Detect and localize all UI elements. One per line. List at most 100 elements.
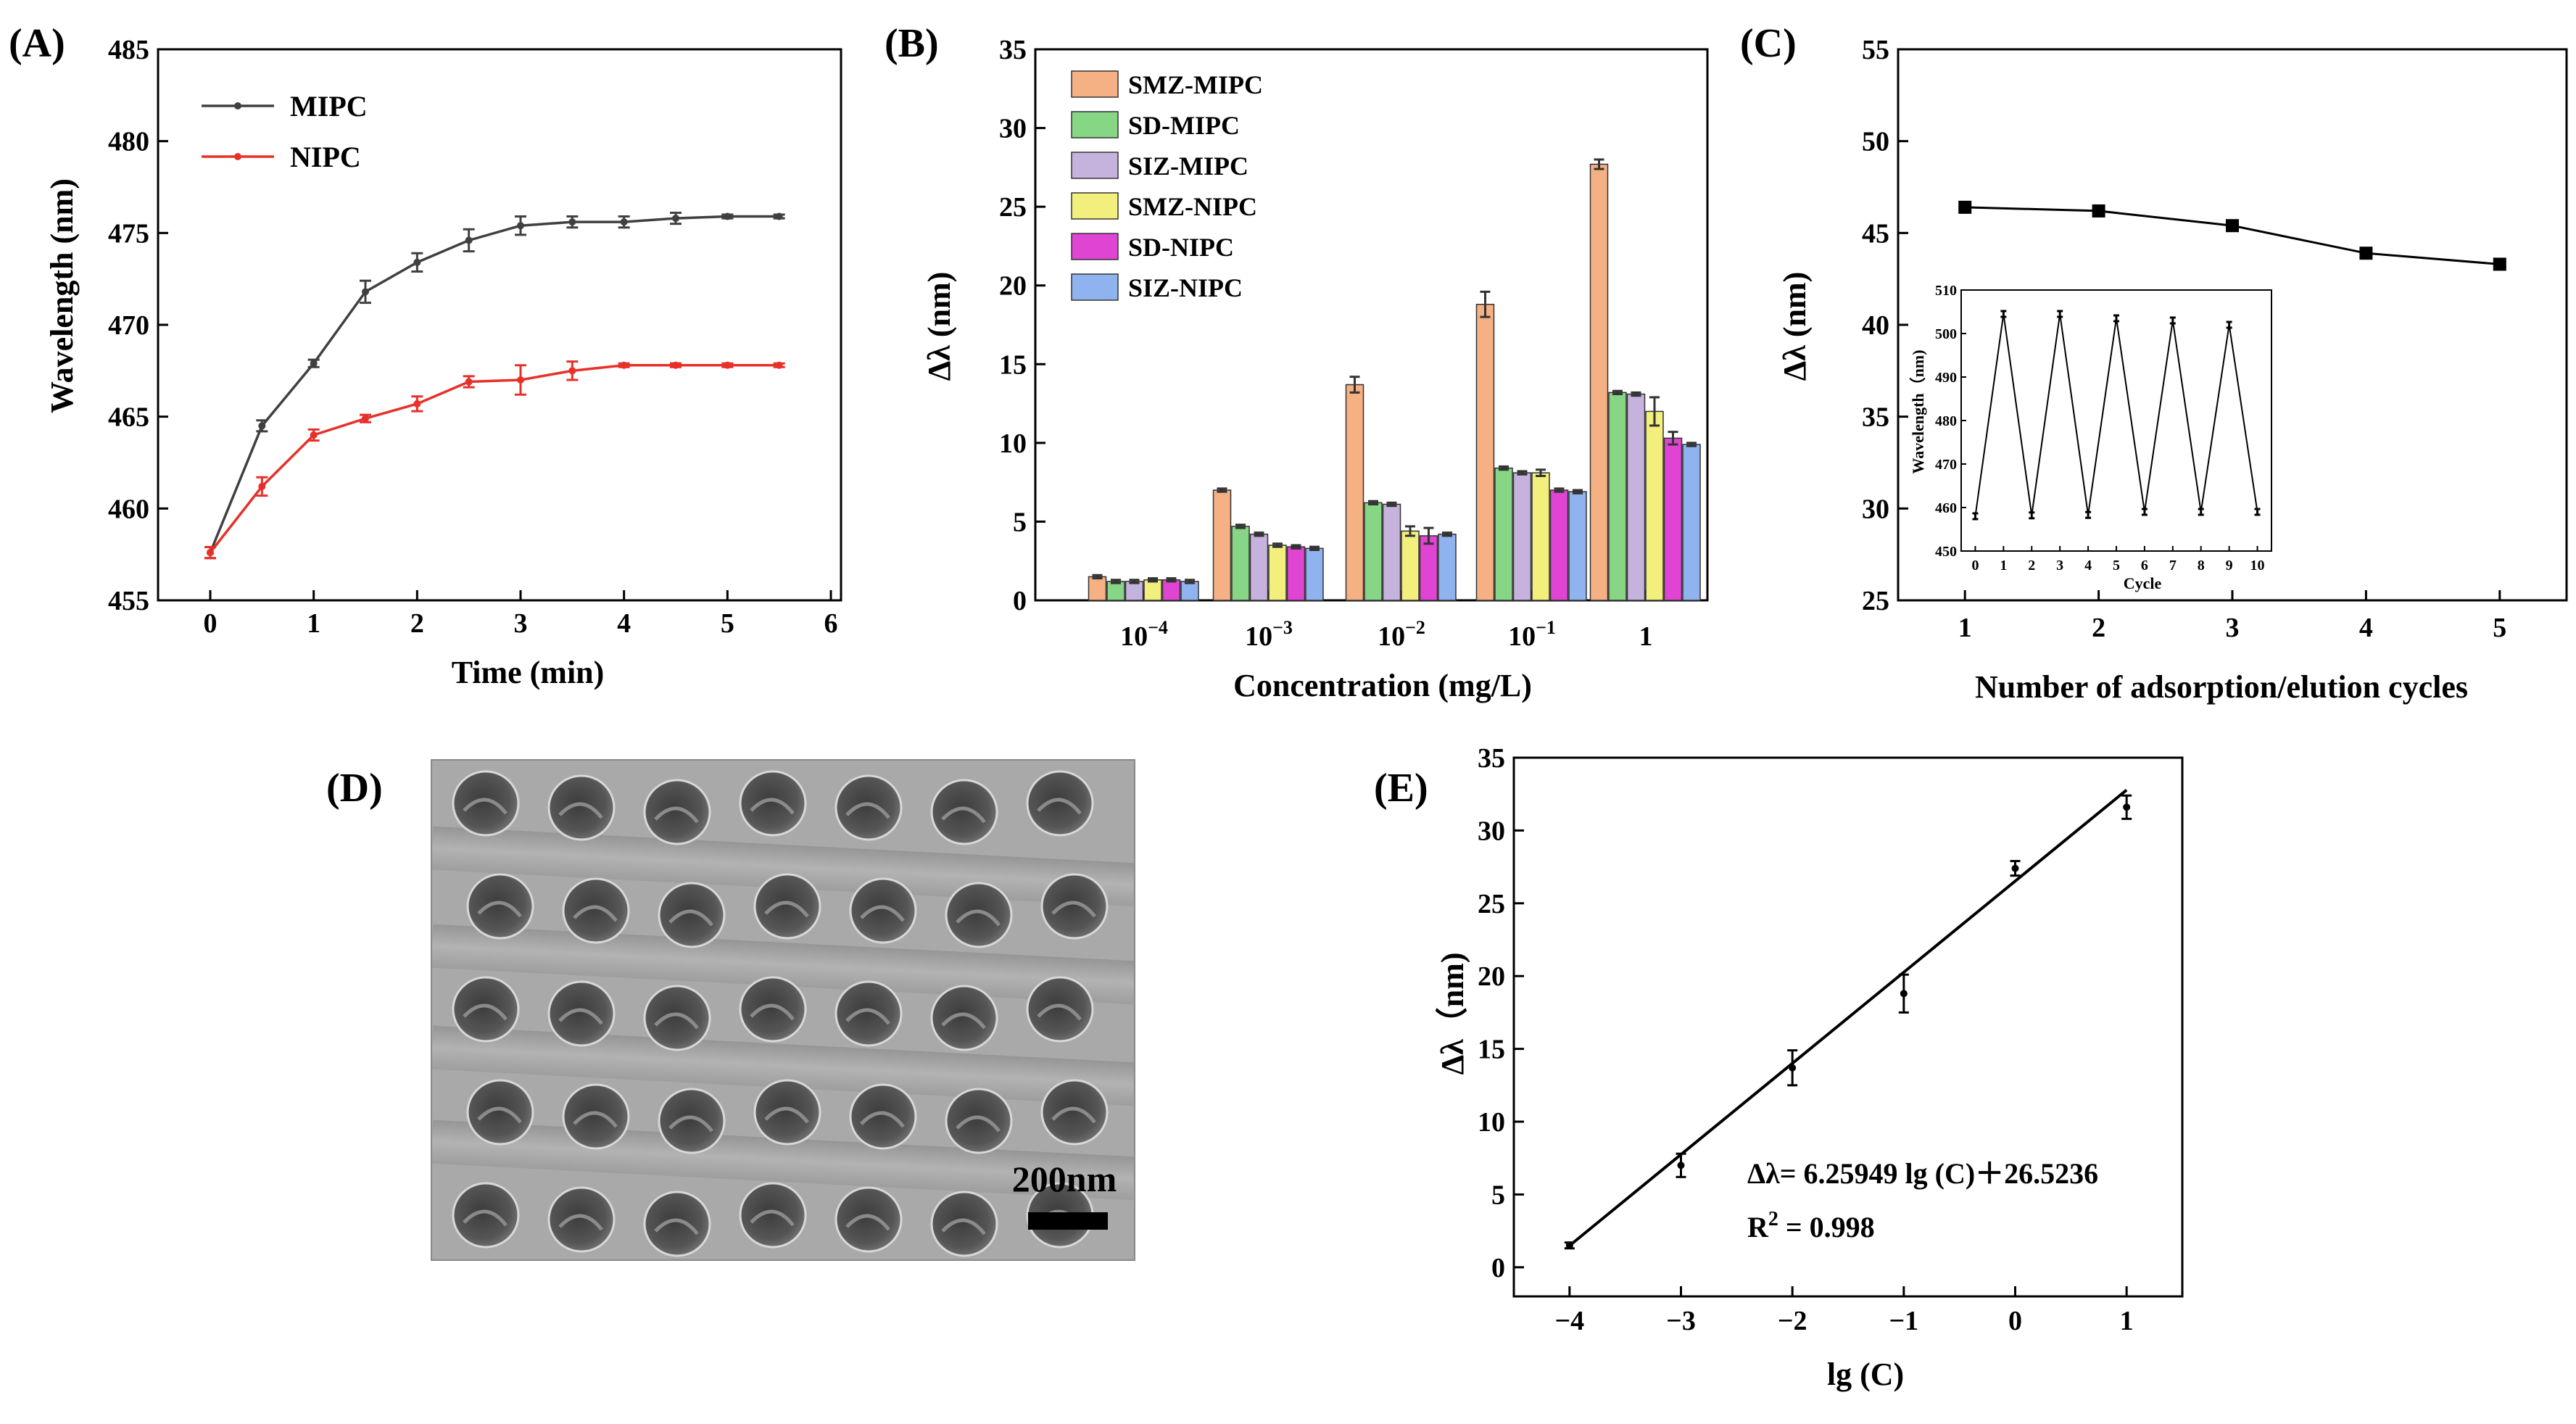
inset-x-tick-label: 10 bbox=[2250, 558, 2265, 574]
y-tick-label: 55 bbox=[1862, 35, 1889, 65]
sem-pore-wall bbox=[573, 905, 618, 922]
sem-pore bbox=[834, 1186, 903, 1253]
sem-pore bbox=[930, 1191, 998, 1257]
panel-e: (E) lg (C) Δλ（nm) Δλ= 6.25949 lg (C)＋26.… bbox=[1374, 743, 2184, 1392]
inset-x-tick-label: 5 bbox=[2113, 558, 2120, 574]
sem-pore bbox=[1026, 976, 1094, 1043]
legend-label: NIPC bbox=[290, 141, 361, 173]
data-point bbox=[2092, 204, 2105, 218]
x-tick-label: 4 bbox=[617, 608, 631, 639]
bar-sd-mipc bbox=[1106, 581, 1125, 601]
panel-d: (D) 200nm bbox=[326, 759, 1135, 1261]
sem-pore-wall bbox=[845, 802, 890, 819]
bar-siz-nipc bbox=[1568, 491, 1587, 601]
y-tick-label: 465 bbox=[108, 402, 149, 433]
y-tick-label: 455 bbox=[108, 586, 149, 616]
sem-pore-wall bbox=[956, 1115, 1001, 1133]
inset-x-tick-label: 0 bbox=[1971, 558, 1979, 574]
inset-x-tick-label: 2 bbox=[2028, 558, 2035, 574]
y-tick-label: 20 bbox=[1478, 961, 1505, 992]
panel-c-inset-ylabel: Wavelength（nm) bbox=[1909, 349, 1927, 473]
legend-swatch bbox=[1071, 111, 1119, 138]
scale-bar-label: 200nm bbox=[1012, 1159, 1117, 1199]
sem-pore bbox=[562, 877, 630, 944]
data-point bbox=[1900, 990, 1908, 998]
data-point bbox=[724, 212, 732, 220]
bar-siz-nipc bbox=[1305, 547, 1324, 601]
y-tick-label: 0 bbox=[1491, 1253, 1505, 1283]
sem-pore-wall bbox=[750, 1209, 795, 1227]
legend-label: SD-MIPC bbox=[1128, 111, 1240, 140]
inset-x-tick-label: 6 bbox=[2141, 558, 2148, 574]
bar-sd-mipc bbox=[1231, 526, 1250, 601]
x-tick-label: 10−2 bbox=[1378, 617, 1425, 652]
legend-marker bbox=[234, 153, 241, 160]
data-point bbox=[1677, 1162, 1685, 1170]
sem-pore-wall bbox=[558, 802, 603, 819]
bar-smz-nipc bbox=[1401, 530, 1420, 601]
bar-smz-mipc bbox=[1475, 304, 1495, 601]
x-tick-label: 2 bbox=[410, 608, 424, 639]
x-tick-label: 0 bbox=[2008, 1306, 2022, 1336]
fit-equation: Δλ= 6.25949 lg (C)＋26.5236 bbox=[1747, 1157, 2098, 1190]
sem-pore-wall bbox=[654, 1218, 699, 1235]
data-point bbox=[775, 361, 783, 369]
sem-pore bbox=[834, 774, 903, 841]
data-point bbox=[2011, 864, 2019, 872]
inset-x-tick-label: 8 bbox=[2198, 558, 2205, 574]
legend-label: SIZ-NIPC bbox=[1128, 273, 1243, 302]
x-tick-label: 4 bbox=[2359, 613, 2373, 643]
sem-pore-wall bbox=[477, 901, 522, 918]
x-tick-label: 3 bbox=[514, 608, 528, 639]
data-point bbox=[465, 378, 473, 386]
sem-pore-wall bbox=[654, 1012, 699, 1030]
sem-pore bbox=[739, 976, 807, 1043]
sem-pore-wall bbox=[750, 798, 795, 815]
inset-y-tick-label: 470 bbox=[1935, 457, 1957, 473]
data-point bbox=[207, 549, 214, 557]
legend-label: SMZ-MIPC bbox=[1128, 70, 1263, 99]
sem-pore bbox=[466, 1079, 534, 1146]
y-tick-label: 20 bbox=[999, 271, 1027, 302]
sem-pore bbox=[739, 1182, 807, 1249]
x-tick-label: 10−4 bbox=[1120, 617, 1168, 652]
data-point bbox=[2226, 219, 2239, 233]
sem-pore bbox=[452, 976, 520, 1043]
y-tick-label: 15 bbox=[1478, 1035, 1505, 1065]
sem-pore-wall bbox=[1037, 1003, 1082, 1021]
sem-pore bbox=[849, 1083, 917, 1150]
bar-siz-nipc bbox=[1180, 581, 1199, 601]
bar-sd-nipc bbox=[1419, 535, 1438, 601]
sem-pore-wall bbox=[558, 1008, 603, 1025]
sem-stripe bbox=[431, 1025, 1135, 1106]
y-tick-label: 10 bbox=[999, 429, 1027, 459]
data-point bbox=[568, 218, 576, 226]
x-tick-label: 6 bbox=[824, 608, 838, 639]
y-tick-label: 0 bbox=[1013, 586, 1027, 616]
sem-pore bbox=[1040, 873, 1109, 940]
bar-sd-nipc bbox=[1549, 489, 1569, 601]
inset-series-line bbox=[1974, 313, 2258, 517]
panel-c-frame bbox=[1897, 48, 2568, 602]
panel-a-ylabel: Wavelength (nm) bbox=[44, 178, 80, 413]
panel-a: (A) Time (min) Wavelength (nm) 0 1 2 3 4 5 6 45… bbox=[9, 21, 842, 690]
sem-pore bbox=[562, 1083, 630, 1150]
panel-b-ylabel: Δλ (nm) bbox=[922, 272, 957, 381]
sem-pore-wall bbox=[463, 1003, 508, 1021]
sem-pore-wall bbox=[654, 806, 699, 824]
data-point bbox=[362, 288, 369, 296]
y-tick-label: 25 bbox=[1862, 586, 1889, 616]
bar-siz-nipc bbox=[1682, 444, 1701, 601]
y-tick-label: 5 bbox=[1491, 1180, 1505, 1210]
x-tick-label: −3 bbox=[1666, 1306, 1696, 1336]
sem-pore-wall bbox=[764, 901, 809, 918]
sem-stripe bbox=[431, 826, 1135, 907]
sem-pore bbox=[930, 779, 998, 845]
data-point bbox=[568, 367, 576, 375]
sem-pore-wall bbox=[1051, 1106, 1096, 1124]
inset-y-tick-label: 450 bbox=[1935, 544, 1957, 560]
x-tick-label: 5 bbox=[721, 608, 734, 639]
data-point bbox=[258, 422, 266, 430]
x-tick-label: 1 bbox=[307, 608, 320, 639]
